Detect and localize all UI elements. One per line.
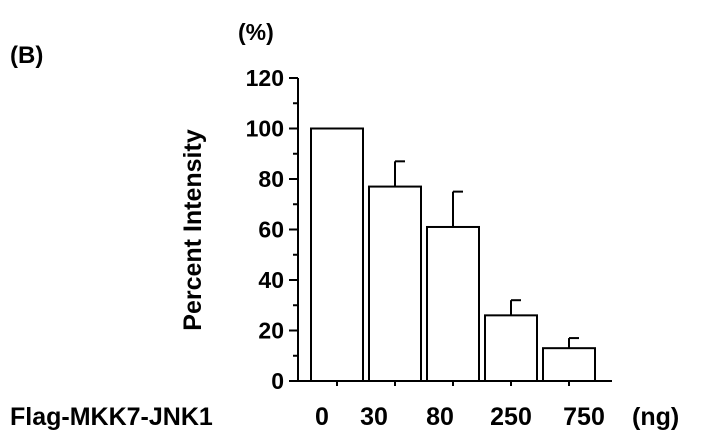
panel-label: (B)	[10, 42, 43, 69]
x-unit-label: (ng)	[632, 403, 679, 431]
x-axis-label: Flag-MKK7-JNK1	[10, 403, 213, 431]
x-tick-label-30: 30	[360, 403, 388, 431]
x-tick-label-250: 250	[490, 403, 532, 431]
bars	[310, 127, 596, 383]
x-tick-label-0: 0	[315, 403, 329, 431]
bar-80	[426, 225, 480, 382]
y-unit-label: (%)	[238, 19, 274, 45]
x-tick-label-750: 750	[563, 403, 605, 431]
x-tick-label-80: 80	[426, 403, 454, 431]
y-axis-label: Percent Intensity	[179, 129, 207, 331]
y-tick-label: 40	[258, 267, 284, 293]
y-tick-label: 80	[258, 166, 284, 192]
x-tick-labels: 0 30 80 250 750	[315, 403, 605, 431]
bar-750	[542, 347, 596, 382]
bar-250	[484, 314, 538, 383]
bar-30	[368, 185, 422, 382]
y-tick-label: 120	[246, 65, 284, 91]
y-tick-label: 20	[258, 318, 284, 344]
y-tick-label: 0	[271, 368, 284, 394]
y-axis: 0 20 40 60 80 100 120	[246, 65, 299, 394]
y-tick-label: 100	[246, 116, 284, 142]
bar-0	[310, 127, 364, 382]
y-tick-label: 60	[258, 217, 284, 243]
